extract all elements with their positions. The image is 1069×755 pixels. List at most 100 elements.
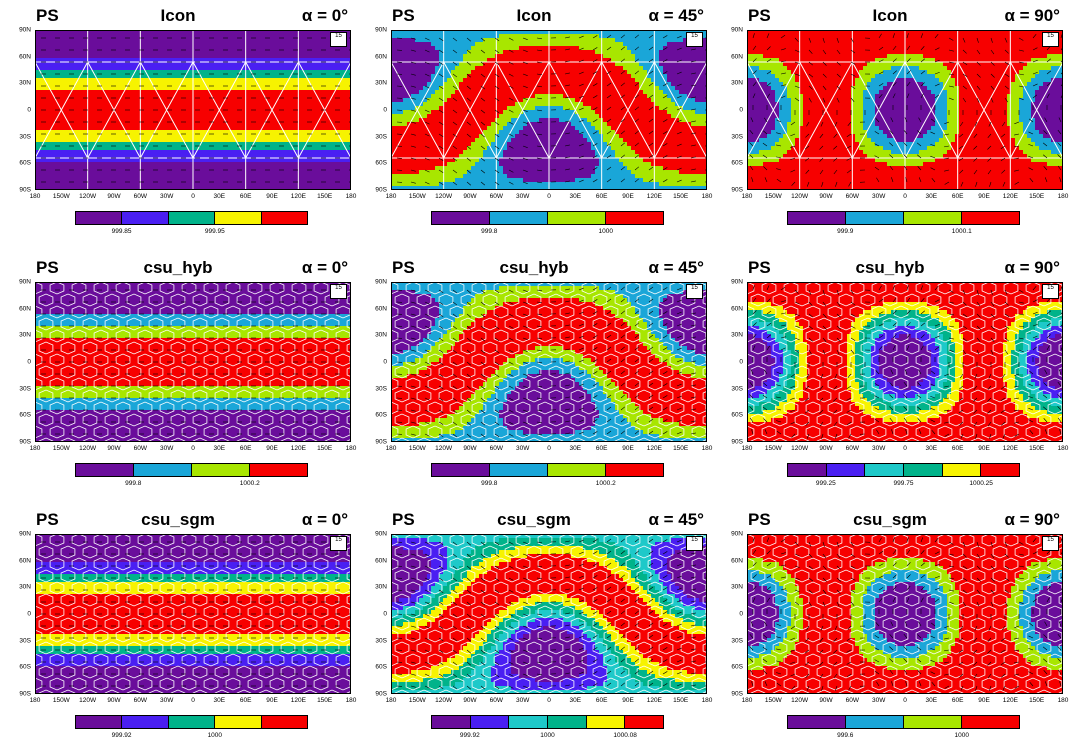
contour-cell [235, 102, 239, 106]
contour-cell [687, 62, 691, 66]
contour-cell [515, 66, 519, 70]
contour-cell [287, 118, 291, 122]
contour-cell [291, 110, 295, 114]
contour-cell [143, 38, 147, 42]
contour-cell [239, 54, 243, 58]
contour-cell [195, 42, 199, 46]
contour-cell [491, 98, 495, 102]
contour-cell [171, 54, 175, 58]
contour-cell [515, 50, 519, 54]
contour-cell [187, 122, 191, 126]
contour-cell [299, 38, 303, 42]
contour-cell [327, 166, 331, 170]
contour-cell [239, 114, 243, 118]
contour-cell [299, 114, 303, 118]
contour-cell [411, 42, 415, 46]
contour-cell [63, 130, 67, 134]
contour-cell [43, 50, 47, 54]
contour-cell [47, 94, 51, 98]
contour-cell [615, 62, 619, 66]
contour-cell [111, 138, 115, 142]
contour-cell [219, 50, 223, 54]
contour-cell [647, 38, 651, 42]
contour-cell [307, 102, 311, 106]
contour-cell [151, 174, 155, 178]
contour-cell [95, 50, 99, 54]
contour-cell [171, 74, 175, 78]
contour-cell [131, 38, 135, 42]
contour-cell [563, 62, 567, 66]
contour-cell [679, 90, 683, 94]
contour-cell [235, 82, 239, 86]
contour-cell [339, 178, 343, 182]
contour-cell [299, 106, 303, 110]
contour-cell [591, 66, 595, 70]
contour-cell [243, 118, 247, 122]
contour-cell [699, 82, 703, 86]
contour-cell [147, 106, 151, 110]
contour-cell [71, 122, 75, 126]
contour-cell [331, 114, 335, 118]
contour-cell [487, 34, 491, 38]
contour-cell [259, 178, 263, 182]
contour-cell [179, 62, 183, 66]
contour-cell [107, 110, 111, 114]
contour-cell [515, 78, 519, 82]
contour-cell [75, 86, 79, 90]
contour-cell [131, 182, 135, 186]
contour-cell [599, 38, 603, 42]
contour-cell [159, 138, 163, 142]
contour-cell [647, 98, 651, 102]
contour-cell [259, 122, 263, 126]
contour-cell [303, 42, 307, 46]
contour-cell [343, 90, 347, 94]
contour-cell [39, 34, 43, 38]
contour-cell [447, 38, 451, 42]
contour-cell [111, 134, 115, 138]
contour-cell [267, 146, 271, 150]
contour-cell [395, 82, 399, 86]
contour-cell [311, 102, 315, 106]
contour-cell [199, 82, 203, 86]
contour-cell [135, 174, 139, 178]
contour-cell [203, 110, 207, 114]
contour-cell [119, 162, 123, 166]
contour-cell [139, 166, 143, 170]
contour-cell [235, 158, 239, 162]
contour-cell [447, 98, 451, 102]
contour-cell [311, 138, 315, 142]
contour-cell [187, 134, 191, 138]
contour-cell [319, 62, 323, 66]
contour-cell [575, 42, 579, 46]
contour-cell [255, 54, 259, 58]
contour-cell [103, 130, 107, 134]
contour-cell [107, 50, 111, 54]
contour-cell [107, 126, 111, 130]
contour-cell [231, 146, 235, 150]
contour-cell [675, 50, 679, 54]
contour-cell [59, 82, 63, 86]
contour-cell [115, 146, 119, 150]
contour-cell [139, 38, 143, 42]
contour-cell [327, 74, 331, 78]
contour-cell [551, 90, 555, 94]
contour-cell [183, 118, 187, 122]
contour-cell [239, 166, 243, 170]
contour-cell [511, 42, 515, 46]
contour-cell [583, 38, 587, 42]
contour-cell [127, 90, 131, 94]
contour-cell [343, 110, 347, 114]
contour-cell [59, 162, 63, 166]
contour-cell [59, 78, 63, 82]
contour-cell [643, 94, 647, 98]
contour-cell [187, 178, 191, 182]
contour-cell [587, 42, 591, 46]
contour-cell [71, 106, 75, 110]
contour-cell [255, 46, 259, 50]
contour-cell [215, 54, 219, 58]
contour-cell [447, 94, 451, 98]
contour-cell [675, 66, 679, 70]
contour-cell [195, 126, 199, 130]
contour-cell [135, 110, 139, 114]
contour-cell [215, 130, 219, 134]
